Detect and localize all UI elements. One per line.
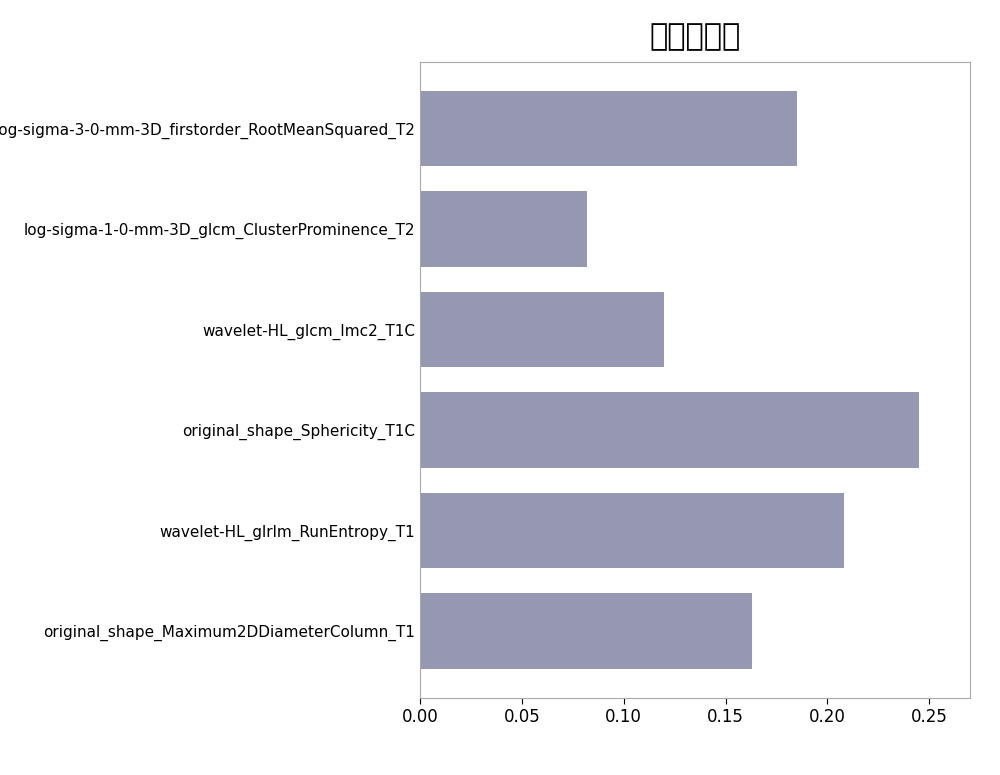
Bar	[420, 91, 797, 167]
Bar	[420, 292, 664, 367]
Bar	[420, 392, 919, 467]
Bar	[420, 191, 587, 267]
Bar	[420, 593, 752, 669]
Bar	[420, 493, 844, 568]
Title: 特征重要性: 特征重要性	[649, 22, 741, 51]
